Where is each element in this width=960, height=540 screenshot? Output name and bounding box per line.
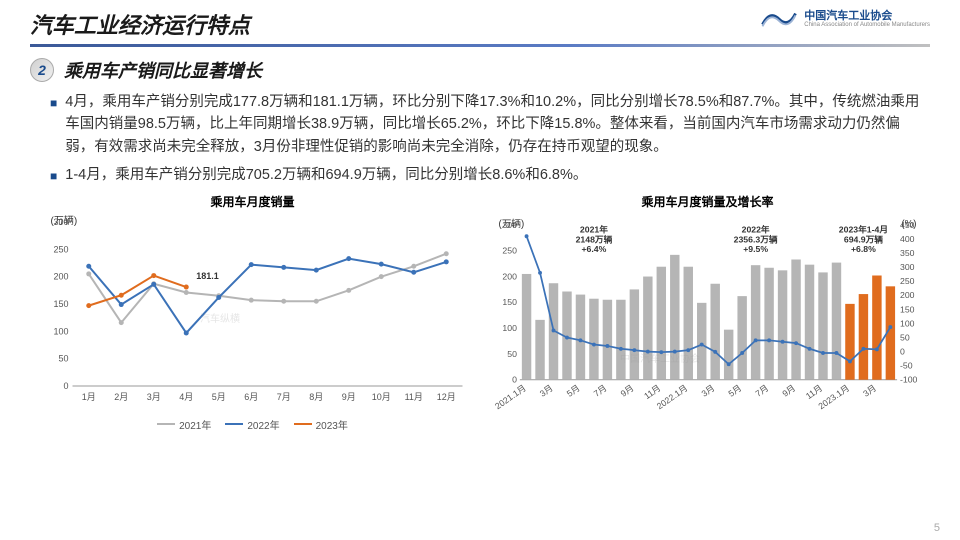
bullet-item: ■1-4月，乘用车产销分别完成705.2万辆和694.9万辆，同比分别增长8.6… [50, 164, 920, 186]
svg-text:9月: 9月 [780, 383, 797, 399]
bullet-marker-icon: ■ [50, 94, 57, 158]
svg-text:12月: 12月 [437, 392, 456, 402]
bullet-item: ■4月，乘用车产销分别完成177.8万辆和181.1万辆，环比分别下降17.3%… [50, 91, 920, 158]
svg-text:300: 300 [53, 217, 68, 227]
chart-sales-growth: 乘用车月度销量及增长率 (万辆)(%)050100150200250300-10… [485, 193, 930, 432]
svg-text:7月: 7月 [753, 383, 770, 399]
svg-text:100: 100 [53, 326, 68, 336]
section-number-badge: 2 [30, 58, 54, 82]
svg-text:11月: 11月 [642, 383, 662, 401]
logo: 中国汽车工业协会 China Association of Automobile… [760, 8, 930, 30]
caam-logo-icon [760, 8, 798, 30]
svg-text:3月: 3月 [700, 383, 717, 399]
svg-text:200: 200 [53, 272, 68, 282]
svg-text:10月: 10月 [372, 392, 391, 402]
svg-text:250: 250 [502, 246, 517, 256]
page-number: 5 [934, 522, 940, 534]
svg-text:2021.1月: 2021.1月 [493, 383, 528, 411]
svg-text:11月: 11月 [804, 383, 824, 401]
svg-text:350: 350 [900, 248, 915, 258]
svg-text:6月: 6月 [244, 392, 258, 402]
svg-text:250: 250 [900, 276, 915, 286]
svg-text:2022.1月: 2022.1月 [655, 383, 690, 411]
svg-text:2148万辆: 2148万辆 [576, 233, 613, 244]
svg-text:9月: 9月 [619, 383, 636, 399]
chart2-svg: (万辆)(%)050100150200250300-100-5005010015… [485, 212, 930, 412]
svg-text:5月: 5月 [212, 392, 226, 402]
logo-text: 中国汽车工业协会 [804, 10, 930, 22]
svg-text:2021年: 2021年 [580, 224, 608, 235]
svg-text:150: 150 [502, 297, 517, 307]
svg-text:+9.5%: +9.5% [743, 244, 768, 254]
legend-item: 2023年 [294, 417, 348, 432]
svg-text:150: 150 [53, 299, 68, 309]
svg-text:5月: 5月 [726, 383, 743, 399]
bullet-list: ■4月，乘用车产销分别完成177.8万辆和181.1万辆，环比分别下降17.3%… [50, 91, 920, 187]
svg-text:300: 300 [900, 262, 915, 272]
svg-text:-100: -100 [900, 374, 918, 384]
svg-text:2023年1-4月: 2023年1-4月 [839, 224, 888, 235]
legend-item: 2021年 [157, 417, 211, 432]
svg-text:300: 300 [502, 220, 517, 230]
svg-text:11月: 11月 [405, 392, 423, 402]
svg-text:200: 200 [502, 271, 517, 281]
bullet-marker-icon: ■ [50, 167, 57, 186]
legend-item: 2022年 [225, 417, 279, 432]
svg-text:0: 0 [512, 374, 517, 384]
svg-text:4月: 4月 [179, 392, 193, 402]
svg-text:0: 0 [900, 346, 905, 356]
svg-text:181.1: 181.1 [196, 271, 219, 281]
svg-text:+6.4%: +6.4% [581, 244, 606, 254]
chart2-title: 乘用车月度销量及增长率 [485, 193, 930, 210]
svg-text:250: 250 [53, 244, 68, 254]
svg-text:9月: 9月 [342, 392, 356, 402]
svg-text:-50: -50 [900, 360, 913, 370]
svg-text:450: 450 [900, 220, 915, 230]
svg-text:50: 50 [507, 349, 517, 359]
svg-text:2022年: 2022年 [742, 224, 770, 235]
logo-subtext: China Association of Automobile Manufact… [804, 22, 930, 28]
svg-text:200: 200 [900, 290, 915, 300]
svg-text:100: 100 [502, 323, 517, 333]
svg-text:3月: 3月 [538, 383, 555, 399]
svg-text:7月: 7月 [592, 383, 609, 399]
svg-text:3月: 3月 [861, 383, 878, 399]
svg-text:7月: 7月 [277, 392, 291, 402]
svg-text:694.9万辆: 694.9万辆 [844, 233, 883, 244]
svg-text:5月: 5月 [565, 383, 582, 399]
svg-text:50: 50 [58, 354, 68, 364]
svg-text:+6.8%: +6.8% [851, 244, 876, 254]
svg-text:2023.1月: 2023.1月 [816, 383, 851, 411]
section-subtitle: 乘用车产销同比显著增长 [64, 57, 262, 83]
chart1-title: 乘用车月度销量 [30, 193, 475, 210]
chart1-svg: (万辆)0501001502002503001月2月3月4月5月6月7月8月9月… [30, 212, 475, 412]
svg-text:150: 150 [900, 304, 915, 314]
svg-text:1月: 1月 [82, 392, 96, 402]
svg-text:8月: 8月 [309, 392, 323, 402]
svg-text:100: 100 [900, 318, 915, 328]
svg-text:0: 0 [63, 381, 68, 391]
svg-text:3月: 3月 [147, 392, 161, 402]
svg-text:400: 400 [900, 234, 915, 244]
page-title: 汽车工业经济运行特点 [30, 8, 250, 40]
svg-text:2356.3万辆: 2356.3万辆 [734, 233, 778, 244]
svg-text:2月: 2月 [114, 392, 128, 402]
chart-monthly-sales: 乘用车月度销量 (万辆)0501001502002503001月2月3月4月5月… [30, 193, 475, 432]
chart1-legend: 2021年 2022年 2023年 [30, 417, 475, 432]
svg-text:50: 50 [900, 332, 910, 342]
title-underline [30, 44, 930, 47]
